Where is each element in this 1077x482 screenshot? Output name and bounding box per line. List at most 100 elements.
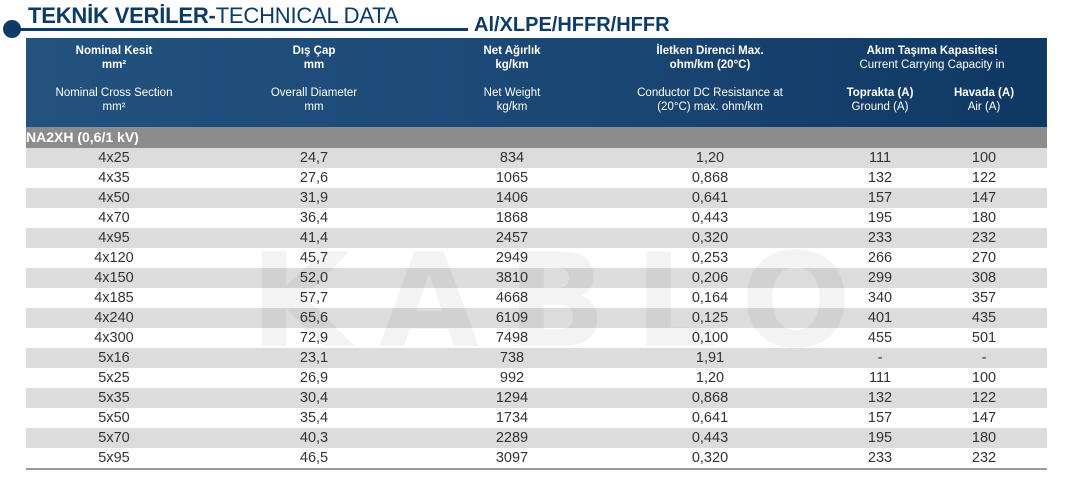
cell-weight: 1734 <box>495 410 529 426</box>
cell-section: 4x35 <box>98 170 130 186</box>
cell-ground: 233 <box>867 450 893 466</box>
data-table-body: 4x25 24,7 834 1,20 111 100 4x35 27,6 1065 0,868 13… <box>26 148 1047 468</box>
table-row: 5x50 35,4 1734 0,641 157 147 <box>26 408 1047 428</box>
cell-resistance: 0,164 <box>691 290 729 306</box>
cell-resistance: 0,641 <box>691 190 729 206</box>
cell-diameter: 36,4 <box>299 210 329 226</box>
cell-weight: 1065 <box>495 170 529 186</box>
cell-resistance: 0,253 <box>691 250 729 266</box>
cell-weight: 2949 <box>495 250 529 266</box>
table-row: 4x35 27,6 1065 0,868 132 122 <box>26 168 1047 188</box>
cell-resistance: 0,443 <box>691 430 729 446</box>
cell-diameter: 35,4 <box>299 410 329 426</box>
section-label: NA2XH (0,6/1 kV) <box>26 127 1047 148</box>
table-row: 4x150 52,0 3810 0,206 299 308 <box>26 268 1047 288</box>
cell-section: 5x95 <box>98 450 130 466</box>
cell-air: 232 <box>971 230 997 246</box>
cell-weight: 3097 <box>495 450 529 466</box>
header-diameter-tr: Dış Çap mm <box>292 45 336 71</box>
cell-section: 5x50 <box>98 410 130 426</box>
cell-section: 4x300 <box>94 330 134 346</box>
cell-section: 5x16 <box>98 350 130 366</box>
header-air: Havada (A) Air (A) <box>953 87 1015 113</box>
cell-ground: 266 <box>867 250 893 266</box>
title-bold: TEKNİK VERİLER- <box>28 3 216 28</box>
cell-resistance: 0,868 <box>691 390 729 406</box>
cell-weight: 738 <box>499 350 525 366</box>
cell-resistance: 0,443 <box>691 210 729 226</box>
cell-resistance: 0,125 <box>691 310 729 326</box>
cell-ground: 195 <box>867 430 893 446</box>
table-row: 5x25 26,9 992 1,20 111 100 <box>26 368 1047 388</box>
table-row: 4x95 41,4 2457 0,320 233 232 <box>26 228 1047 248</box>
table-header: Nominal Kesit mm² Nominal Cross Section … <box>26 38 1047 127</box>
cell-section: 4x95 <box>98 230 130 246</box>
header-resistance-en: Conductor DC Resistance at (20°C) max. o… <box>637 87 783 113</box>
cell-ground: 111 <box>868 150 892 166</box>
cell-weight: 2457 <box>495 230 529 246</box>
cell-diameter: 26,9 <box>299 370 329 386</box>
cell-diameter: 23,1 <box>299 350 329 366</box>
cell-section: 5x35 <box>98 390 130 406</box>
header-ground: Toprakta (A) Ground (A) <box>846 87 914 113</box>
cell-air: 435 <box>971 310 997 326</box>
cell-resistance: 0,320 <box>691 450 729 466</box>
cell-ground: 132 <box>867 170 893 186</box>
cell-air: 232 <box>971 450 997 466</box>
cell-diameter: 24,7 <box>299 150 329 166</box>
header-section-en: Nominal Cross Section mm² <box>55 87 173 113</box>
table-row: 4x300 72,9 7498 0,100 455 501 <box>26 328 1047 348</box>
cell-ground: 455 <box>867 330 893 346</box>
cell-air: 308 <box>971 270 997 286</box>
page-title: TEKNİK VERİLER-TECHNICAL DATA <box>28 3 398 29</box>
cell-resistance: 0,100 <box>691 330 729 346</box>
cell-resistance: 1,20 <box>695 370 725 386</box>
cell-air: 100 <box>971 150 997 166</box>
title-underline <box>12 28 468 31</box>
cell-ground: 157 <box>867 190 893 206</box>
cell-section: 4x150 <box>94 270 134 286</box>
table-row: 5x95 46,5 3097 0,320 233 232 <box>26 448 1047 468</box>
cell-weight: 834 <box>499 150 525 166</box>
cell-ground: 195 <box>867 210 893 226</box>
cable-type-title: Al/XLPE/HFFR/HFFR <box>474 14 670 36</box>
header-weight-en: Net Weight kg/km <box>483 87 541 113</box>
cell-air: 501 <box>971 330 997 346</box>
cell-diameter: 45,7 <box>299 250 329 266</box>
cell-weight: 3810 <box>495 270 529 286</box>
cell-section: 4x25 <box>98 150 130 166</box>
cell-section: 4x185 <box>94 290 134 306</box>
cell-ground: 111 <box>868 370 892 386</box>
cell-section: 5x25 <box>98 370 130 386</box>
cell-diameter: 65,6 <box>299 310 329 326</box>
cell-diameter: 57,7 <box>299 290 329 306</box>
cell-diameter: 41,4 <box>299 230 329 246</box>
table-row: 4x70 36,4 1868 0,443 195 180 <box>26 208 1047 228</box>
header-weight-tr: Net Ağırlık kg/km <box>483 45 541 71</box>
header-capacity: Akım Taşıma Kapasitesi Current Carrying … <box>859 45 1005 71</box>
cell-section: 4x70 <box>98 210 130 226</box>
cell-air: 180 <box>971 430 997 446</box>
cell-diameter: 46,5 <box>299 450 329 466</box>
cell-section: 4x50 <box>98 190 130 206</box>
table-row: 4x185 57,7 4668 0,164 340 357 <box>26 288 1047 308</box>
cell-diameter: 27,6 <box>299 170 329 186</box>
cell-ground: 233 <box>867 230 893 246</box>
cell-ground: - <box>877 350 883 366</box>
table-bottom-border <box>26 468 1047 470</box>
table-row: 5x35 30,4 1294 0,868 132 122 <box>26 388 1047 408</box>
table-row: 4x50 31,9 1406 0,641 157 147 <box>26 188 1047 208</box>
cell-weight: 4668 <box>495 290 529 306</box>
table-row: 4x240 65,6 6109 0,125 401 435 <box>26 308 1047 328</box>
header-diameter-en: Overall Diameter mm <box>270 87 358 113</box>
cell-air: 357 <box>971 290 997 306</box>
cell-ground: 401 <box>867 310 893 326</box>
cell-weight: 6109 <box>495 310 529 326</box>
cell-diameter: 52,0 <box>299 270 329 286</box>
cell-weight: 1406 <box>495 190 529 206</box>
cell-section: 5x70 <box>98 430 130 446</box>
cell-ground: 132 <box>867 390 893 406</box>
cell-weight: 7498 <box>495 330 529 346</box>
table-row: 4x25 24,7 834 1,20 111 100 <box>26 148 1047 168</box>
cell-resistance: 1,20 <box>695 150 725 166</box>
